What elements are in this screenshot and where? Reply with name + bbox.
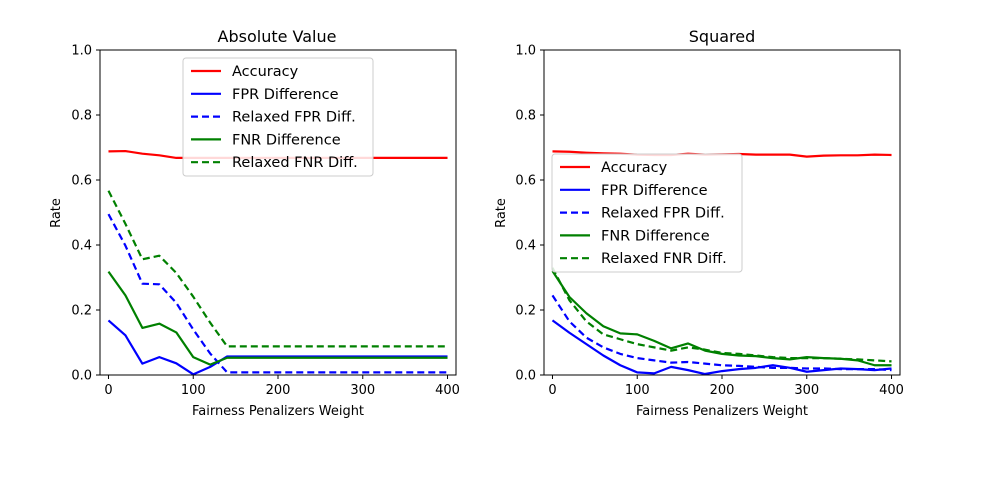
x-tick-label: 400 [435,383,460,398]
chart-title: Squared [689,27,755,46]
series-line-relaxed-fpr-diff [107,213,448,374]
legend-entry-label: FNR Difference [601,228,710,244]
y-tick-label: 1.0 [71,44,92,59]
x-tick-label: 100 [625,383,650,398]
series-line-fnr-difference [107,271,448,366]
x-tick-label: 100 [181,383,206,398]
x-axis-label: Fairness Penalizers Weight [636,404,808,419]
y-tick-label: 0.4 [71,239,92,254]
x-axis-label: Fairness Penalizers Weight [192,404,364,419]
x-tick-label: 0 [104,383,112,398]
legend-box [551,153,743,273]
legend-entry-label: FPR Difference [232,87,339,103]
y-tick-label: 0.8 [515,109,536,124]
y-tick-label: 0.0 [515,369,536,384]
chart-absolute-value: Absolute Value 0 100 200 300 400 0.0 0.2 0.4 0.6… [49,27,460,419]
series-line-fpr-difference [107,319,448,376]
legend-entry-label: Accuracy [601,160,668,176]
y-tick-label: 0.4 [515,239,536,254]
legend-box [182,57,374,177]
legend-entry-label: Relaxed FNR Diff. [601,251,727,267]
legend-entry-label: Relaxed FNR Diff. [232,155,358,171]
y-axis-label: Rate [494,198,509,228]
chart-squared: Squared 0 100 200 300 4000.00.20.40.60.81.0 … [494,27,904,419]
series-line-relaxed-fpr-diff [551,294,892,372]
y-axis-label: Rate [49,198,64,228]
y-tick-label: 0.2 [71,304,92,319]
y-tick-label: 0.0 [71,369,92,384]
x-tick-label: 400 [879,383,904,398]
x-tick-label: 200 [266,383,291,398]
chart-title: Absolute Value [218,27,337,46]
series-line-relaxed-fnr-diff [107,190,448,348]
legend-entry-label: Relaxed FPR Diff. [232,110,356,126]
legend-entry-label: FNR Difference [232,132,341,148]
x-tick-label: 300 [794,383,819,398]
legend-entry-label: FPR Difference [601,183,708,199]
legend-entry-label: Relaxed FPR Diff. [601,206,725,222]
x-tick-label: 200 [710,383,735,398]
y-tick-label: 0.2 [515,304,536,319]
series-line-relaxed-fnr-diff [551,267,892,363]
legend-entry-label: Accuracy [232,64,299,80]
y-tick-label: 1.0 [515,44,536,59]
y-tick-label: 0.6 [515,174,536,189]
y-tick-label: 0.8 [71,109,92,124]
x-tick-label: 300 [350,383,375,398]
x-tick-label: 0 [548,383,556,398]
y-tick-label: 0.6 [71,174,92,189]
